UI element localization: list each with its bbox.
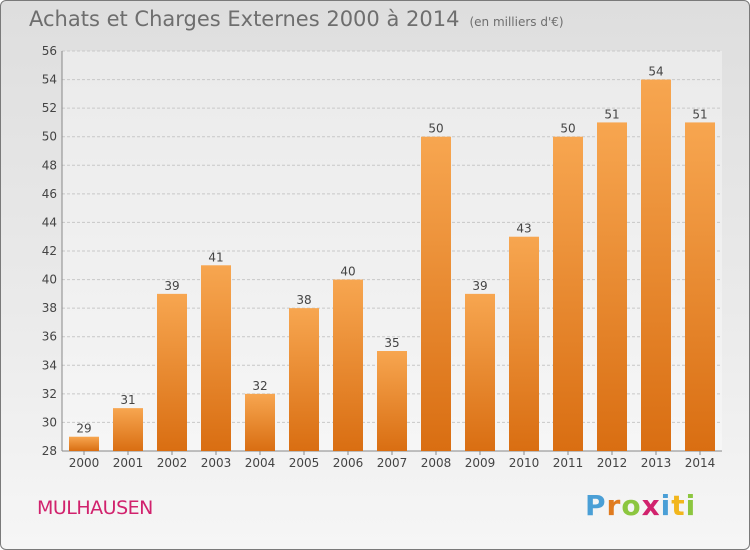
- x-tick-label: 2001: [113, 456, 144, 470]
- y-tick-label: 52: [42, 101, 57, 115]
- data-label: 39: [472, 279, 487, 293]
- y-tick-label: 34: [42, 358, 57, 372]
- data-label: 39: [164, 279, 179, 293]
- bar-2004: [245, 393, 275, 451]
- bar-2000: [69, 436, 99, 451]
- bar-2002: [157, 293, 187, 451]
- data-label: 32: [252, 379, 267, 393]
- data-label: 51: [604, 107, 619, 121]
- x-tick-label: 2007: [377, 456, 408, 470]
- y-tick-label: 50: [42, 130, 57, 144]
- data-label: 29: [76, 422, 91, 436]
- y-tick-label: 30: [42, 415, 57, 429]
- bar-2005: [289, 308, 319, 451]
- bar-2006: [333, 279, 363, 451]
- x-tick-label: 2002: [157, 456, 188, 470]
- data-label: 50: [560, 122, 575, 136]
- x-tick-label: 2008: [421, 456, 452, 470]
- bar-2007: [377, 351, 407, 451]
- bar-2010: [509, 236, 539, 451]
- bar-2001: [113, 408, 143, 451]
- data-label: 51: [692, 107, 707, 121]
- x-tick-label: 2004: [245, 456, 276, 470]
- data-label: 35: [384, 336, 399, 350]
- y-tick-label: 38: [42, 301, 57, 315]
- data-label: 40: [340, 265, 355, 279]
- bar-2009: [465, 293, 495, 451]
- x-tick-label: 2000: [69, 456, 100, 470]
- y-tick-label: 56: [42, 44, 57, 58]
- data-label: 41: [208, 250, 223, 264]
- x-tick-label: 2003: [201, 456, 232, 470]
- data-label: 38: [296, 293, 311, 307]
- y-tick-label: 44: [42, 215, 57, 229]
- chart-subtitle: (en milliers d'€): [469, 15, 564, 29]
- proxiti-logo: Proxiti: [585, 489, 697, 522]
- bar-2008: [421, 136, 451, 451]
- bar-2013: [641, 79, 671, 452]
- bar-2014: [685, 122, 715, 451]
- bar-2011: [553, 136, 583, 451]
- x-tick-label: 2014: [685, 456, 716, 470]
- x-tick-label: 2005: [289, 456, 320, 470]
- y-tick-label: 54: [42, 73, 57, 87]
- x-tick-label: 2013: [641, 456, 672, 470]
- y-tick-label: 48: [42, 158, 57, 172]
- data-label: 31: [120, 393, 135, 407]
- x-tick-label: 2012: [597, 456, 628, 470]
- x-tick-label: 2006: [333, 456, 364, 470]
- data-label: 50: [428, 122, 443, 136]
- y-tick-label: 40: [42, 273, 57, 287]
- y-tick-label: 32: [42, 387, 57, 401]
- x-tick-label: 2009: [465, 456, 496, 470]
- location-label: MULHAUSEN: [37, 497, 153, 519]
- y-tick-label: 42: [42, 244, 57, 258]
- y-tick-label: 28: [42, 444, 57, 458]
- y-tick-label: 36: [42, 330, 57, 344]
- y-tick-label: 46: [42, 187, 57, 201]
- x-tick-label: 2011: [553, 456, 584, 470]
- chart-title: Achats et Charges Externes 2000 à 2014: [29, 7, 460, 31]
- bar-2003: [201, 265, 231, 451]
- bar-2012: [597, 122, 627, 451]
- x-tick-label: 2010: [509, 456, 540, 470]
- chart-title-block: Achats et Charges Externes 2000 à 2014 (e…: [29, 7, 564, 31]
- data-label: 43: [516, 222, 531, 236]
- data-label: 54: [648, 65, 663, 79]
